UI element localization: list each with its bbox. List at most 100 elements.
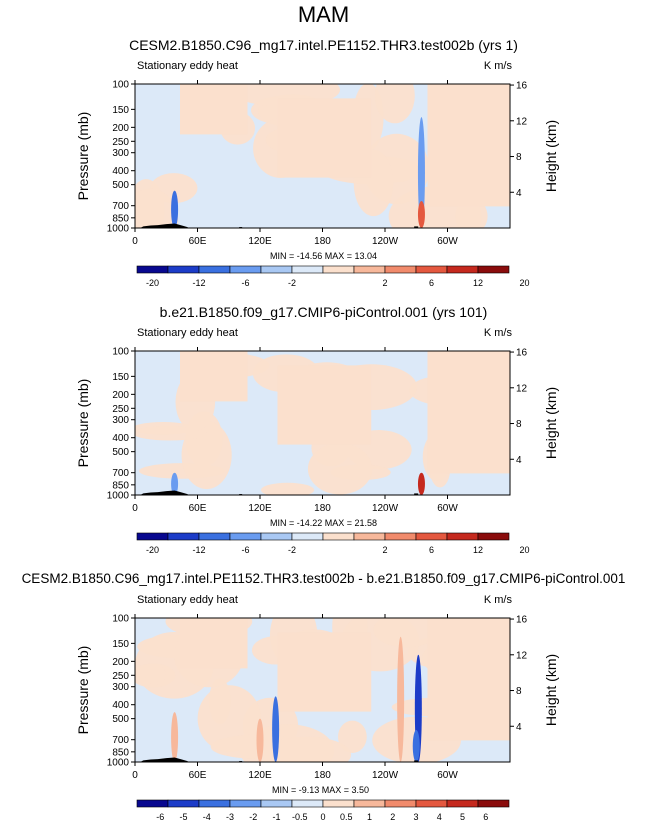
feature-streak-1 xyxy=(171,712,179,762)
panel2-title: b.e21.B1850.f09_g17.CMIP6-piControl.001 … xyxy=(159,304,488,320)
y-tick-label: 400 xyxy=(112,166,129,177)
x-tick-label: 120W xyxy=(372,770,399,781)
topography-africa-asia xyxy=(140,757,190,762)
y-tick-label: 300 xyxy=(112,682,129,693)
height-tick-label: 8 xyxy=(516,419,522,430)
x-tick-label: 0 xyxy=(132,236,138,247)
height-tick-label: 4 xyxy=(516,455,522,466)
colorbar-swatch xyxy=(229,532,262,541)
y-tick-label: 400 xyxy=(112,700,129,711)
feature-streak-2 xyxy=(272,696,280,762)
colorbar-label: 0.5 xyxy=(340,812,353,822)
panel3-title: CESM2.B1850.C96_mg17.intel.PE1152.THR3.t… xyxy=(21,571,626,586)
y-tick-label: 200 xyxy=(112,390,129,401)
y-axis-label: Pressure (mb) xyxy=(75,646,91,735)
colorbar-label: -6 xyxy=(156,812,164,822)
colorbar-label: 2 xyxy=(390,812,395,822)
x-tick-label: 120W xyxy=(372,236,399,247)
x-tick-label: 0 xyxy=(132,503,138,514)
colorbar-swatch xyxy=(322,265,355,274)
panel1-stats: MIN = -14.56 MAX = 13.04 xyxy=(270,251,378,261)
x-tick-label: 0 xyxy=(132,770,138,781)
topography-andes xyxy=(414,493,419,495)
colorbar-swatch xyxy=(384,532,417,541)
warm-patch xyxy=(262,736,352,762)
height-tick-label: 12 xyxy=(516,116,528,127)
colorbar-swatch xyxy=(415,265,448,274)
colorbar-label: 6 xyxy=(483,812,488,822)
height-tick-label: 16 xyxy=(516,81,528,92)
field-layer xyxy=(135,351,510,495)
height-tick-label: 16 xyxy=(516,615,528,626)
colorbar-swatch xyxy=(384,799,417,808)
colorbar-label: -12 xyxy=(192,545,205,555)
y-axis-label-right: Height (km) xyxy=(543,654,559,726)
warm-patch xyxy=(145,664,166,685)
y-axis-label-right: Height (km) xyxy=(543,120,559,192)
topography-andes xyxy=(414,226,419,228)
colorbar-label: 3 xyxy=(413,812,418,822)
colorbar-label: -20 xyxy=(146,278,159,288)
y-tick-label: 200 xyxy=(112,657,129,668)
colorbar-swatch xyxy=(415,799,448,808)
colorbar-swatch xyxy=(260,532,293,541)
warm-band xyxy=(277,98,372,178)
feature-streak-1 xyxy=(171,190,179,228)
x-tick-label: 120E xyxy=(248,236,272,247)
warm-band xyxy=(277,365,372,445)
y-axis-label: Pressure (mb) xyxy=(75,112,91,201)
y-tick-label: 300 xyxy=(112,148,129,159)
warm-patch xyxy=(135,188,179,228)
y-tick-label: 250 xyxy=(112,671,129,682)
y-tick-label: 850 xyxy=(112,480,129,491)
x-tick-label: 60E xyxy=(189,503,207,514)
colorbar-swatch xyxy=(260,799,293,808)
colorbar-label: -6 xyxy=(241,545,249,555)
colorbar-swatch xyxy=(477,799,510,808)
feature-streak-1 xyxy=(171,472,179,495)
colorbar-label: 2 xyxy=(382,278,387,288)
colorbar-swatch xyxy=(260,265,293,274)
colorbar-label: -4 xyxy=(203,812,211,822)
colorbar-swatch xyxy=(446,532,479,541)
y-tick-label: 500 xyxy=(112,180,129,191)
y-tick-label: 500 xyxy=(112,447,129,458)
x-tick-label: 120E xyxy=(248,770,272,781)
y-tick-label: 850 xyxy=(112,213,129,224)
y-tick-label: 150 xyxy=(112,105,129,116)
colorbar-label: 5 xyxy=(460,812,465,822)
colorbar-label: 4 xyxy=(437,812,442,822)
height-tick-label: 8 xyxy=(516,686,522,697)
x-tick-label: 180 xyxy=(314,503,331,514)
colorbar-swatch xyxy=(167,265,200,274)
colorbar-swatch xyxy=(136,799,169,808)
warm-patch xyxy=(373,618,440,648)
colorbar-swatch xyxy=(198,265,231,274)
warm-band xyxy=(427,618,510,741)
x-tick-label: 60W xyxy=(437,770,458,781)
colorbar-label: 20 xyxy=(519,545,529,555)
warm-band xyxy=(427,84,510,207)
colorbar-swatch xyxy=(322,799,355,808)
panel2-left-label: Stationary eddy heat xyxy=(137,327,238,339)
x-tick-label: 180 xyxy=(314,770,331,781)
y-tick-label: 100 xyxy=(112,614,129,625)
panel3-left-label: Stationary eddy heat xyxy=(137,594,238,606)
colorbar-label: -0.5 xyxy=(292,812,308,822)
colorbar-label: 2 xyxy=(382,545,387,555)
height-tick-label: 16 xyxy=(516,348,528,359)
field-layer xyxy=(135,84,510,228)
colorbar-label: 0 xyxy=(320,812,325,822)
feature-streak-6 xyxy=(397,636,405,762)
y-tick-label: 150 xyxy=(112,372,129,383)
y-tick-label: 150 xyxy=(112,639,129,650)
colorbar-label: 6 xyxy=(429,278,434,288)
feature-streak-3 xyxy=(256,718,264,762)
x-tick-label: 120E xyxy=(248,503,272,514)
feature-streak-5 xyxy=(412,730,420,762)
height-tick-label: 12 xyxy=(516,383,528,394)
x-tick-label: 60W xyxy=(437,503,458,514)
panel2-units: K m/s xyxy=(483,327,512,339)
colorbar-label: -6 xyxy=(241,278,249,288)
